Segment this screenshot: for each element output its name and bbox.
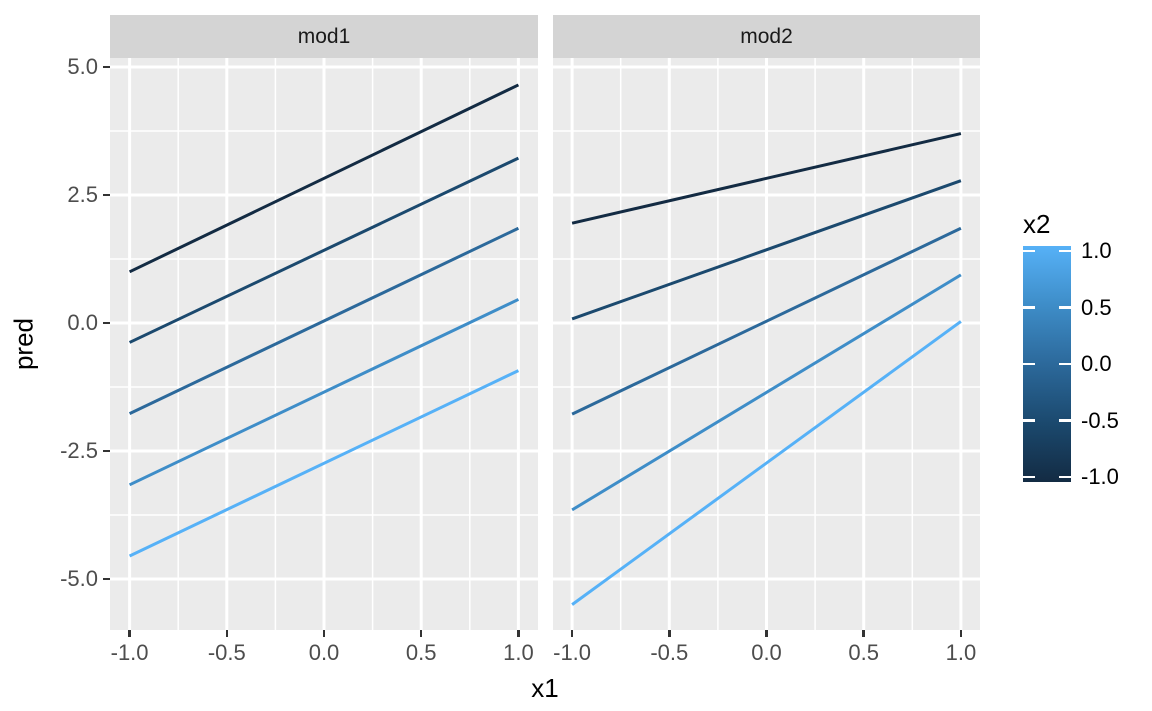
x-tick-mark [765,630,768,637]
prediction-line-x2-0 [128,226,520,415]
legend-tick-mark [1023,249,1035,253]
plot-panel-mod2 [553,58,980,630]
legend-tick-mark [1023,362,1035,366]
x-tick-mark [128,630,131,637]
x-tick-label: 1.0 [945,640,977,665]
y-tick-label: 5.0 [67,54,98,79]
x-tick-mark [322,630,326,637]
prediction-line-x2--1 [571,132,962,225]
legend-tick-mark [1059,419,1071,422]
prediction-line-x2-0.5 [128,298,520,487]
plot-panel-mod1 [110,58,538,630]
y-tick-label: 2.5 [67,182,98,207]
x-tick-label: 1.0 [503,640,534,665]
x-tick-mark [668,630,671,637]
x-tick-label: -1.0 [553,640,592,665]
prediction-line-x2-1 [571,320,962,606]
y-tick-mark [103,577,110,581]
y-tick-mark [103,65,110,69]
x-tick-label: 0.0 [308,640,340,665]
facet-strip-label: mod1 [297,24,351,48]
legend-tick-mark [1059,249,1071,253]
legend-tick-mark [1023,306,1035,309]
prediction-line-x2--1 [128,83,520,274]
x-tick-mark [517,630,520,637]
prediction-line-x2--0.5 [128,156,520,344]
legend-tick-mark [1059,306,1071,309]
y-tick-mark [103,449,110,453]
legend-tick-label: -0.5 [1081,407,1119,433]
x-tick-label: 0.5 [848,640,879,665]
x-tick-label: -0.5 [650,640,689,665]
y-tick-label: -2.5 [60,438,98,463]
x-tick-mark [959,630,963,637]
x-tick-mark [862,630,865,637]
prediction-line-x2-0 [571,226,962,416]
y-tick-mark [103,193,110,197]
x-tick-label: -0.5 [207,640,246,665]
x-tick-label: -1.0 [110,640,149,665]
facet-strip-mod2: mod2 [553,15,980,58]
y-tick-label: -5.0 [60,566,98,591]
legend-tick-mark [1023,475,1035,479]
prediction-line-x2-0.5 [571,273,962,512]
legend-tick-mark [1059,475,1071,479]
x-tick-mark [570,630,574,637]
legend-tick-mark [1059,362,1071,366]
legend-tick-label: 1.0 [1081,238,1112,263]
x-tick-mark [225,630,229,637]
legend-tick-label: 0.0 [1081,351,1112,376]
legend-tick-label: -1.0 [1081,464,1119,489]
x-tick-label: 0.0 [751,640,782,665]
x-tick-mark [419,630,423,637]
y-axis-title: pred [8,317,39,371]
legend-tick-label: 0.5 [1081,294,1112,320]
legend-tick-mark [1023,419,1035,422]
facet-strip-mod1: mod1 [110,15,538,58]
facet-strip-label: mod2 [740,24,793,48]
prediction-line-x2-1 [128,369,520,558]
y-tick-label: 0.0 [67,310,98,335]
legend-title: x2 [1023,209,1051,239]
x-tick-label: 0.5 [405,640,437,665]
prediction-line-x2--0.5 [571,179,962,321]
y-tick-mark [103,321,110,325]
